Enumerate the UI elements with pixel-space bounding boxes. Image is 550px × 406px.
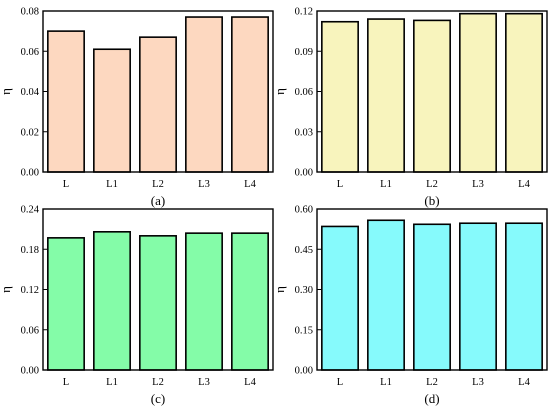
y-axis-label: η (0, 286, 13, 293)
panel-label: (c) (151, 391, 165, 406)
x-tick-label: L3 (198, 179, 210, 190)
x-tick-label: L1 (106, 377, 118, 388)
x-tick-label: L2 (426, 179, 438, 190)
y-tick-label: 0.04 (21, 87, 40, 98)
y-tick-label: 0.60 (295, 205, 313, 216)
bar-l4 (231, 16, 269, 173)
x-tick-label: L2 (152, 179, 164, 190)
y-axis-label: η (272, 88, 287, 95)
y-tick-label: 0.00 (295, 366, 313, 377)
y-tick-label: 0.06 (21, 325, 39, 336)
x-tick-label: L1 (380, 179, 392, 190)
y-tick-label: 0.45 (295, 245, 313, 256)
bar-l2 (139, 36, 177, 173)
bar-l (47, 30, 85, 173)
y-tick-label: 0.06 (21, 47, 39, 58)
panel-label: (b) (424, 193, 439, 208)
bar-l2 (413, 223, 451, 371)
chart-panel-4: 0.00 0.15 0.30 0.45 0.60 L L1 L2 L3 L4 η (d) (272, 205, 548, 406)
y-tick-label: 0.00 (295, 168, 313, 179)
chart-panel-3: 0.00 0.06 0.12 0.18 0.24 L L1 L2 L3 L4 η (c) (0, 205, 274, 406)
x-tick-label: L4 (244, 179, 256, 190)
x-tick-label: L3 (472, 377, 484, 388)
y-tick-label: 0.30 (295, 285, 313, 296)
bar-l2 (139, 235, 177, 371)
panel-label: (d) (424, 391, 439, 406)
x-tick-label: L3 (198, 377, 210, 388)
y-tick-label: 0.15 (295, 325, 313, 336)
bar-l4 (505, 222, 543, 371)
y-axis-label: η (272, 286, 287, 293)
y-tick-label: 0.00 (21, 168, 39, 179)
y-tick-label: 0.00 (21, 366, 39, 377)
bar-l (321, 225, 359, 371)
x-tick-label: L (337, 377, 343, 388)
y-tick-label: 0.02 (21, 127, 39, 138)
x-tick-label: L4 (518, 377, 530, 388)
y-tick-label: 0.08 (21, 7, 39, 18)
y-tick-label: 0.12 (295, 7, 313, 18)
bar-l3 (459, 222, 497, 371)
y-axis-label: η (0, 88, 13, 95)
x-tick-label: L2 (152, 377, 164, 388)
bar-l4 (505, 12, 543, 173)
bar-l1 (93, 231, 131, 371)
bar-l2 (413, 19, 451, 173)
bar-l4 (231, 232, 269, 371)
bar-l3 (459, 12, 497, 173)
x-tick-label: L3 (472, 179, 484, 190)
bar-l1 (367, 219, 405, 371)
x-tick-label: L (63, 377, 69, 388)
bar-l3 (185, 16, 223, 173)
x-tick-label: L4 (518, 179, 530, 190)
y-tick-label: 0.06 (295, 87, 313, 98)
bar-l1 (367, 18, 405, 173)
x-tick-label: L4 (244, 377, 256, 388)
y-tick-label: 0.24 (21, 205, 40, 216)
chart-panel-2: 0.00 0.03 0.06 0.09 0.12 L L1 L2 L3 L4 η (b) (272, 7, 548, 208)
x-tick-label: L1 (106, 179, 118, 190)
x-tick-label: L (337, 179, 343, 190)
y-tick-label: 0.03 (295, 127, 313, 138)
bar-l3 (185, 232, 223, 371)
panel-label: (a) (151, 193, 165, 208)
bar-l (321, 20, 359, 173)
bar-l1 (93, 48, 131, 173)
y-tick-label: 0.18 (21, 245, 39, 256)
y-tick-label: 0.09 (295, 47, 313, 58)
y-tick-label: 0.12 (21, 285, 39, 296)
x-tick-label: L2 (426, 377, 438, 388)
chart-panel-1: 0.00 0.02 0.04 0.06 0.08 L L1 L2 L3 L4 η (a) (0, 7, 274, 208)
bar-l (47, 237, 85, 371)
x-tick-label: L (63, 179, 69, 190)
x-tick-label: L1 (380, 377, 392, 388)
